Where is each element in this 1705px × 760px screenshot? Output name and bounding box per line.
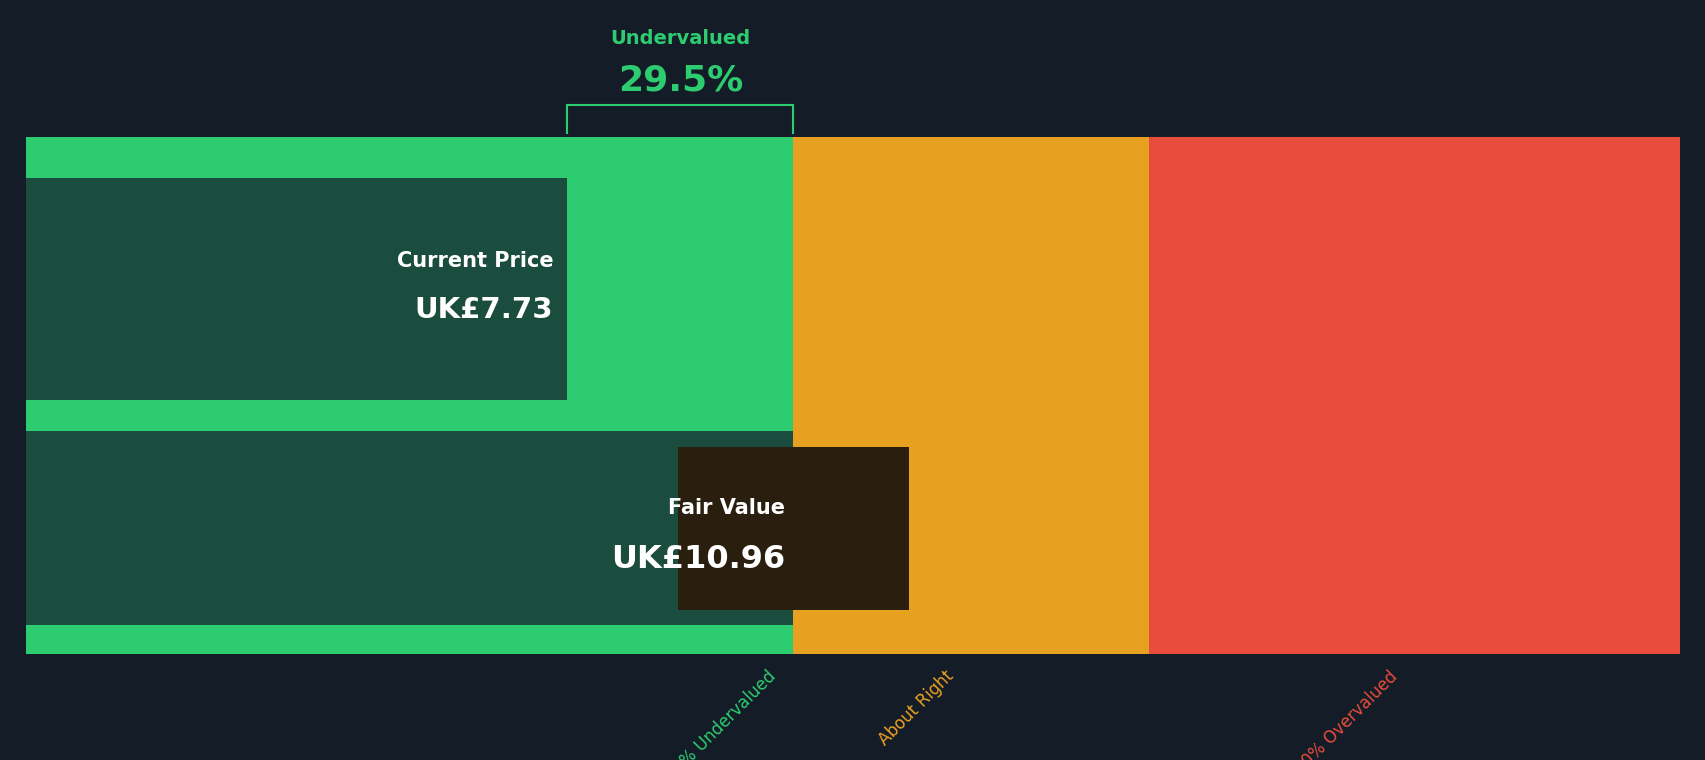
Bar bbox=[1149, 137, 1679, 654]
Text: UK£10.96: UK£10.96 bbox=[610, 544, 784, 575]
Bar bbox=[26, 137, 793, 654]
Text: 29.5%: 29.5% bbox=[617, 63, 742, 97]
Bar bbox=[677, 447, 909, 610]
Text: Fair Value: Fair Value bbox=[667, 498, 784, 518]
Text: Current Price: Current Price bbox=[397, 251, 552, 271]
Bar bbox=[26, 178, 566, 401]
Text: 20% Undervalued: 20% Undervalued bbox=[662, 667, 779, 760]
Bar bbox=[793, 137, 1149, 654]
Text: UK£7.73: UK£7.73 bbox=[414, 296, 552, 324]
Text: About Right: About Right bbox=[875, 667, 957, 749]
Text: 20% Overvalued: 20% Overvalued bbox=[1291, 667, 1400, 760]
Text: Undervalued: Undervalued bbox=[610, 29, 750, 48]
Bar bbox=[26, 432, 793, 625]
